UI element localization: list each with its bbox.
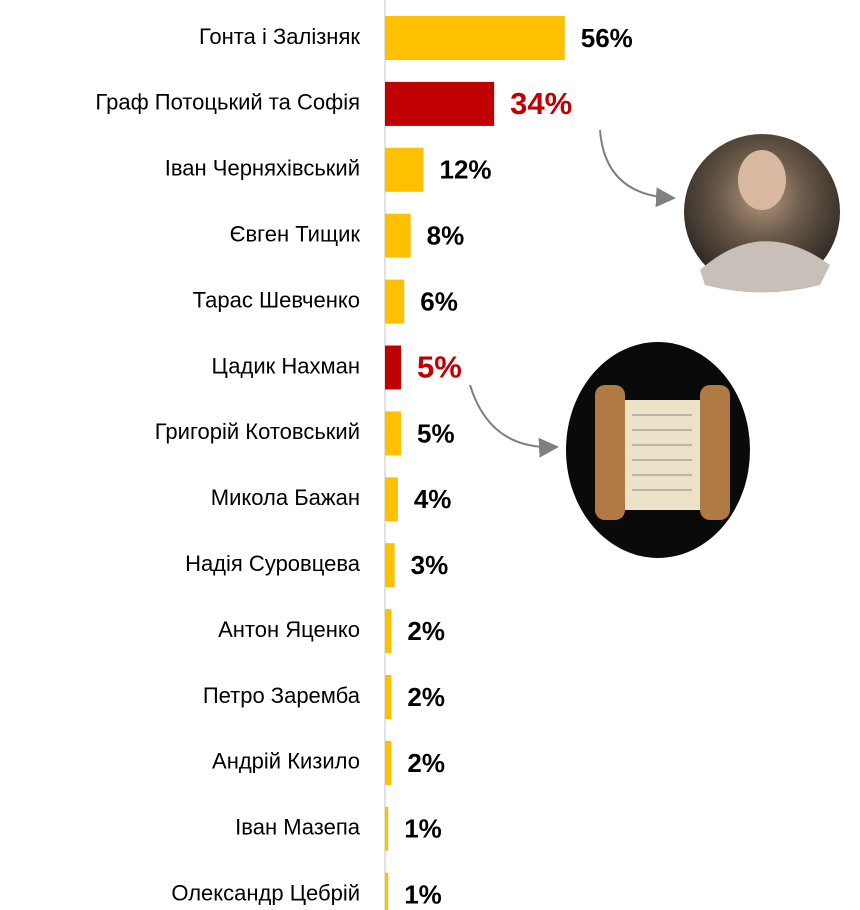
value-label: 4% bbox=[414, 484, 452, 514]
category-label: Граф Потоцький та Софія bbox=[95, 90, 360, 115]
value-label: 8% bbox=[427, 221, 465, 251]
value-label: 12% bbox=[440, 155, 492, 185]
portrait-image bbox=[684, 134, 840, 293]
value-label: 2% bbox=[407, 748, 445, 778]
value-label: 5% bbox=[417, 418, 455, 448]
value-label: 6% bbox=[420, 286, 458, 316]
bar bbox=[385, 872, 389, 910]
category-label: Тарас Шевченко bbox=[193, 287, 360, 312]
category-label: Микола Бажан bbox=[211, 485, 360, 510]
value-label: 2% bbox=[407, 682, 445, 712]
bar bbox=[385, 477, 398, 522]
bar bbox=[385, 543, 395, 588]
value-label: 1% bbox=[404, 880, 442, 910]
bar bbox=[385, 740, 392, 785]
bar bbox=[385, 675, 392, 719]
bar bbox=[385, 147, 424, 192]
bar bbox=[385, 609, 392, 654]
bar bbox=[385, 279, 405, 324]
bar bbox=[385, 81, 495, 126]
category-label: Євген Тищик bbox=[230, 222, 361, 247]
value-label: 1% bbox=[404, 814, 442, 844]
category-label: Іван Черняхівський bbox=[165, 156, 360, 181]
bar bbox=[385, 213, 411, 258]
arrow bbox=[469, 384, 559, 458]
bar bbox=[385, 16, 565, 60]
category-label: Антон Яценко bbox=[218, 617, 360, 642]
bar bbox=[385, 411, 402, 456]
category-label: Олександр Цебрій bbox=[171, 881, 360, 906]
value-label: 2% bbox=[407, 616, 445, 646]
arrow bbox=[599, 129, 676, 208]
value-label: 34% bbox=[510, 86, 572, 121]
category-label: Григорій Котовський bbox=[155, 419, 360, 444]
value-label: 56% bbox=[581, 23, 633, 53]
value-label: 3% bbox=[411, 550, 449, 580]
bar bbox=[385, 806, 389, 851]
scroll-image bbox=[566, 342, 750, 558]
category-label: Андрій Кизило bbox=[212, 749, 360, 774]
value-label: 5% bbox=[417, 350, 462, 385]
category-label: Надія Суровцева bbox=[185, 551, 361, 576]
bar bbox=[385, 345, 402, 390]
category-label: Іван Мазепа bbox=[235, 815, 361, 840]
category-label: Петро Заремба bbox=[203, 683, 361, 708]
category-label: Гонта і Залізняк bbox=[199, 24, 360, 49]
category-label: Цадик Нахман bbox=[212, 353, 361, 378]
